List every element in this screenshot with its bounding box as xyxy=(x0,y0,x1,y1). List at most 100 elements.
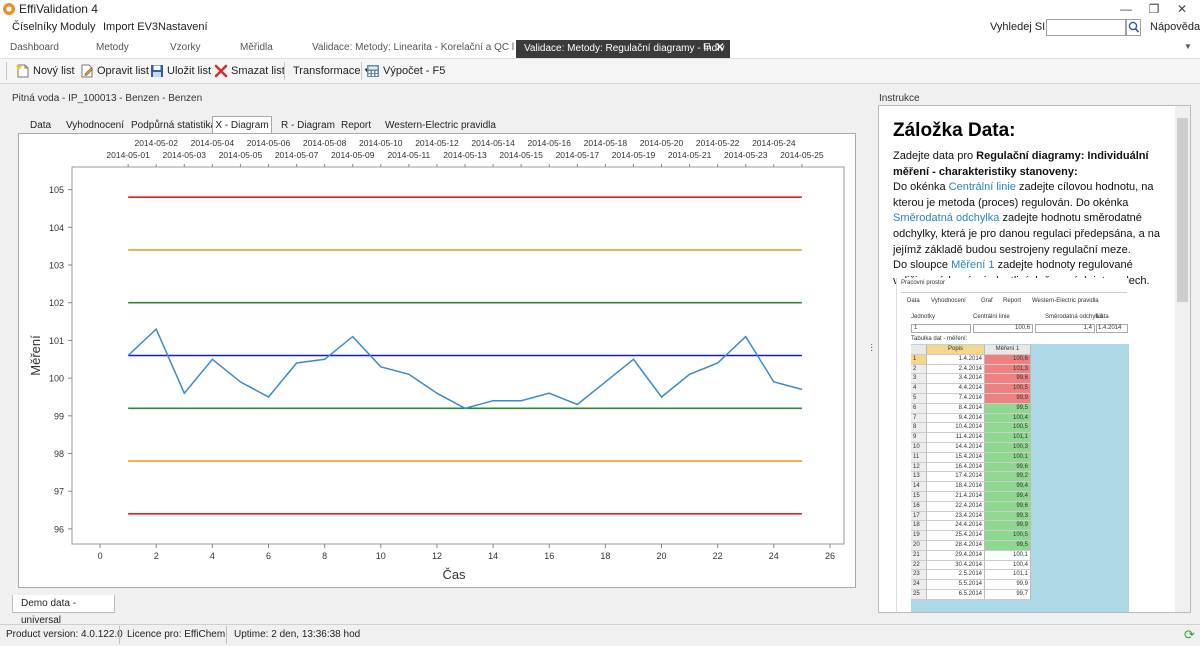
top-date-label: 2014-05-16 xyxy=(527,138,571,148)
instr-text: zadejte cílovou hodnotu, na kterou je me… xyxy=(893,181,1154,209)
mini-value-cell: 100,4 xyxy=(985,413,1031,424)
mini-value-cell: 99,7 xyxy=(985,590,1031,600)
menu-bar xyxy=(0,18,1200,38)
mini-date-cell: 29.4.2014 xyxy=(927,550,985,561)
mini-date-cell: 7.4.2014 xyxy=(927,394,985,404)
help-menu[interactable]: Nápověda xyxy=(1150,21,1200,33)
scrollbar-thumb[interactable] xyxy=(1177,118,1188,302)
compute-button[interactable]: Výpočet - F5 xyxy=(366,64,445,78)
top-date-label: 2014-05-08 xyxy=(303,138,347,148)
save-icon xyxy=(151,65,163,77)
tab-vzorky[interactable]: Vzorky xyxy=(170,42,201,53)
title-bar xyxy=(0,0,1200,18)
save-sheet-button[interactable]: Uložit list xyxy=(150,64,211,78)
tab-close-icon[interactable]: ✕ xyxy=(715,40,726,54)
mini-date-cell: 2.5.2014 xyxy=(927,570,985,581)
sid-search-input[interactable] xyxy=(1046,19,1126,36)
top-date-label: 2014-05-12 xyxy=(415,138,459,148)
menu-import[interactable]: Import EV3 xyxy=(103,21,159,33)
save-sheet-label: Uložit list xyxy=(167,65,212,77)
y-tick-label: 98 xyxy=(54,449,64,459)
mini-tab: Western-Electric pravidla xyxy=(1032,298,1099,304)
mini-value-cell: 99,2 xyxy=(985,472,1031,483)
pin-icon[interactable]: ⊟ xyxy=(703,41,711,51)
top-date-label: 2014-05-21 xyxy=(668,150,712,160)
mini-value-cell: 101,1 xyxy=(985,433,1031,443)
mini-table-title: Tabulka dat - měření: xyxy=(911,336,968,342)
tab-metody[interactable]: Metody xyxy=(96,42,129,53)
minimize-button[interactable]: — xyxy=(1120,2,1132,16)
tab-linearita[interactable]: Validace: Metody: Linearita - Korelační … xyxy=(312,42,515,53)
mini-date-cell: 6.5.2014 xyxy=(927,590,985,600)
mini-value-cell: 100,5 xyxy=(985,423,1031,434)
mini-row-number: 24 xyxy=(911,580,927,590)
x-tick-label: 2 xyxy=(154,551,159,561)
mini-field: 100,6 xyxy=(973,324,1033,333)
tab-dashboard[interactable]: Dashboard xyxy=(10,42,59,53)
dataset-title: Pitná voda - IP_100013 - Benzen - Benzen xyxy=(12,93,203,104)
mini-value-cell: 100,5 xyxy=(985,384,1031,394)
menu-nastaveni[interactable]: Nastavení xyxy=(158,21,208,33)
mini-row-number: 19 xyxy=(911,531,927,541)
instructions-body: Zadejte data pro Regulační diagramy: Ind… xyxy=(893,149,1173,289)
tab-meridla[interactable]: Měřidla xyxy=(240,42,273,53)
subtab-report[interactable]: Report xyxy=(341,120,372,131)
maximize-button[interactable]: ❐ xyxy=(1148,2,1160,16)
mini-label: Jednotky xyxy=(911,314,936,320)
x-tick-label: 20 xyxy=(657,551,667,561)
top-date-label: 2014-05-18 xyxy=(584,138,628,148)
mini-row-number: 16 xyxy=(911,501,927,512)
mini-label: Směrodatná odchylka xyxy=(1045,314,1104,320)
splitter-grip-icon[interactable]: · · · xyxy=(870,339,874,356)
tab-regulacni-diagramy[interactable]: Validace: Metody: Regulační diagramy - I… xyxy=(516,40,730,58)
mini-row-number: 11 xyxy=(911,452,927,463)
top-date-label: 2014-05-13 xyxy=(443,150,487,160)
app-logo-icon xyxy=(3,3,15,15)
chevron-down-icon: ▼ xyxy=(363,68,370,74)
top-date-label: 2014-05-09 xyxy=(331,150,375,160)
x-tick-label: 10 xyxy=(376,551,386,561)
mini-row-number: 8 xyxy=(911,423,927,434)
top-date-label: 2014-05-01 xyxy=(106,150,150,160)
transform-dropdown[interactable]: Transformace ▼ xyxy=(293,64,369,78)
mini-date-cell: 28.4.2014 xyxy=(927,541,985,551)
dataset-tab[interactable]: Demo data - universal xyxy=(12,595,115,626)
menu-moduly[interactable]: Moduly xyxy=(60,21,96,33)
refresh-icon[interactable]: ⟳ xyxy=(1184,627,1195,642)
menu-ciselniky[interactable]: Číselníky xyxy=(12,21,58,33)
mini-row-number: 7 xyxy=(911,413,927,424)
top-date-label: 2014-05-22 xyxy=(696,138,740,148)
close-button[interactable]: ✕ xyxy=(1176,2,1188,16)
mini-row-number: 3 xyxy=(911,374,927,385)
instructions-heading: Záložka Data: xyxy=(893,120,1016,141)
x-tick-label: 18 xyxy=(600,551,610,561)
subtab-vyhodnoceni[interactable]: Vyhodnocení xyxy=(66,120,125,131)
subtab-western-electric[interactable]: Western-Electric pravidla xyxy=(385,120,496,131)
delete-sheet-label: Smazat list xyxy=(231,65,285,77)
delete-sheet-button[interactable]: Smazat list xyxy=(214,64,285,78)
instructions-title: Instrukce xyxy=(879,93,920,104)
x-tick-label: 24 xyxy=(769,551,779,561)
y-axis-label: Měření xyxy=(28,335,43,376)
x-tick-label: 16 xyxy=(544,551,554,561)
subtab-podporna-statistika[interactable]: Podpůrná statistika xyxy=(131,120,217,131)
subtab-data[interactable]: Data xyxy=(30,120,52,131)
toolbar xyxy=(0,58,1200,84)
edit-sheet-button[interactable]: Opravit list xyxy=(80,64,149,78)
sid-search-button[interactable] xyxy=(1126,19,1141,36)
mini-date-cell: 10.4.2014 xyxy=(927,423,985,434)
mini-date-cell: 15.4.2014 xyxy=(927,452,985,463)
mini-date-cell: 23.4.2014 xyxy=(927,511,985,522)
top-date-label: 2014-05-06 xyxy=(247,138,291,148)
x-tick-label: 22 xyxy=(713,551,723,561)
top-date-label: 2014-05-17 xyxy=(556,150,600,160)
mini-value-cell: 100,1 xyxy=(985,452,1031,463)
edit-sheet-label: Opravit list xyxy=(97,65,149,77)
mini-row-number: 1 xyxy=(911,354,927,365)
mini-row-number: 5 xyxy=(911,394,927,404)
mini-table-corner xyxy=(911,345,927,355)
subtab-r-diagram[interactable]: R - Diagram xyxy=(281,120,335,131)
subtab-x-diagram[interactable]: X - Diagram xyxy=(212,116,272,134)
tabs-dropdown-icon[interactable]: ▼ xyxy=(1184,42,1192,51)
new-sheet-button[interactable]: Nový list xyxy=(16,64,75,78)
